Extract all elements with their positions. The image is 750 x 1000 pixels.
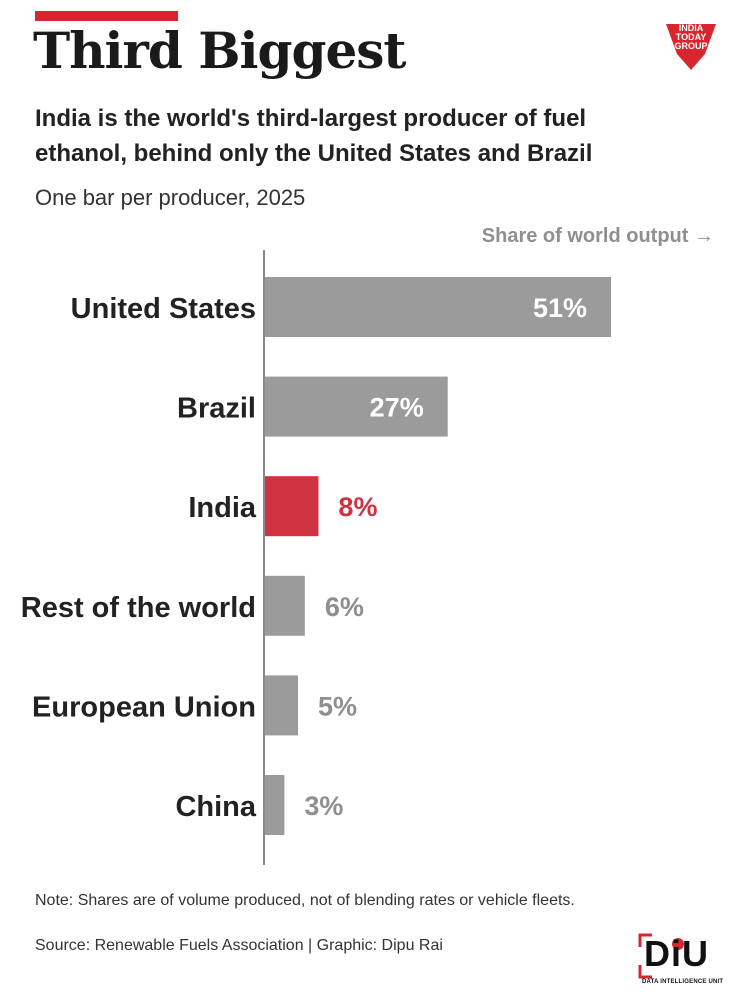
value-label-rest-of-the-world: 6% xyxy=(325,592,364,622)
value-label-china: 3% xyxy=(304,791,343,821)
bar-chart: Share of world output → United States 51% B… xyxy=(21,225,714,865)
category-label-united-states: United States xyxy=(71,293,256,325)
chart-footnote: Note: Shares are of volume produced, not… xyxy=(35,892,575,909)
axis-note: Share of world output → xyxy=(482,225,714,247)
logo-text: INDIA TODAY GROUP xyxy=(674,23,708,51)
diu-caption: DATA INTELLIGENCE UNIT xyxy=(642,979,724,985)
category-label-rest-of-the-world: Rest of the world xyxy=(21,592,256,624)
diu-logo: DiU DATA INTELLIGENCE UNIT xyxy=(638,933,723,991)
bar-india xyxy=(264,476,319,537)
logo-shield-icon xyxy=(666,24,716,70)
chart-subtitle: India is the world's third-largest produ… xyxy=(35,105,593,167)
value-label-brazil: 27% xyxy=(370,393,424,423)
value-label-united-states: 51% xyxy=(533,293,587,323)
diu-wordmark: DiU xyxy=(644,933,709,974)
bar-united-states xyxy=(264,277,611,337)
bar-rest-of-the-world xyxy=(264,575,305,636)
bar-european-union xyxy=(264,675,299,736)
title-accent-bar xyxy=(35,11,178,21)
bar-brazil xyxy=(264,376,448,437)
value-label-india: 8% xyxy=(338,492,377,522)
category-label-brazil: Brazil xyxy=(177,393,256,425)
bar-china xyxy=(264,775,285,835)
diu-bracket-icon xyxy=(638,933,684,979)
category-label-european-union: European Union xyxy=(32,691,256,723)
category-label-china: China xyxy=(175,791,256,823)
value-label-european-union: 5% xyxy=(318,691,357,721)
india-today-group-logo: INDIA TODAY GROUP xyxy=(663,20,719,72)
page-title: Third Biggest xyxy=(33,21,406,80)
chart-source: Source: Renewable Fuels Association | Gr… xyxy=(35,937,443,954)
category-label-india: India xyxy=(188,492,257,524)
chart-subnote: One bar per producer, 2025 xyxy=(35,185,306,210)
